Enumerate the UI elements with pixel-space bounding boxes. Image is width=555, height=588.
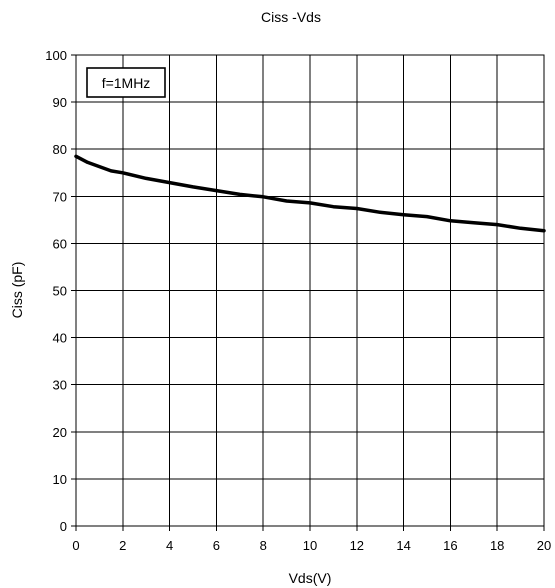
x-tick-label: 4 xyxy=(166,538,173,553)
grid xyxy=(71,54,545,531)
x-tick-label: 18 xyxy=(490,538,504,553)
x-tick-label: 2 xyxy=(119,538,126,553)
x-tick-label: 0 xyxy=(72,538,79,553)
y-tick-label: 70 xyxy=(53,189,67,204)
annotation-text: f=1MHz xyxy=(102,75,151,91)
x-tick-label: 20 xyxy=(537,538,551,553)
series-layer xyxy=(74,154,546,233)
y-tick-label: 0 xyxy=(60,519,67,534)
x-tick-label: 6 xyxy=(213,538,220,553)
x-tick-label: 16 xyxy=(443,538,457,553)
x-axis-title: Vds(V) xyxy=(289,570,332,586)
y-tick-label: 90 xyxy=(53,95,67,110)
x-tick-label: 12 xyxy=(350,538,364,553)
y-tick-label: 100 xyxy=(45,48,67,63)
y-tick-label: 40 xyxy=(53,331,67,346)
x-tick-label: 10 xyxy=(303,538,317,553)
y-tick-label: 20 xyxy=(53,425,67,440)
y-tick-label: 50 xyxy=(53,284,67,299)
chart-title: Ciss -Vds xyxy=(261,9,321,25)
tick-labels: 0 2 4 6 8 10 12 14 16 18 20 0 10 20 30 40 50 60 70 80 90 100 xyxy=(45,48,551,553)
y-tick-label: 10 xyxy=(53,472,67,487)
y-axis-title: Ciss (pF) xyxy=(9,262,25,319)
x-tick-label: 8 xyxy=(260,538,267,553)
annotation-box xyxy=(86,67,166,98)
y-tick-label: 60 xyxy=(53,236,67,251)
series-line xyxy=(74,154,546,233)
plot-frame xyxy=(75,54,545,527)
x-tick-label: 14 xyxy=(396,538,410,553)
y-tick-label: 30 xyxy=(53,378,67,393)
y-tick-label: 80 xyxy=(53,142,67,157)
annotation-group: f=1MHz xyxy=(86,67,166,98)
